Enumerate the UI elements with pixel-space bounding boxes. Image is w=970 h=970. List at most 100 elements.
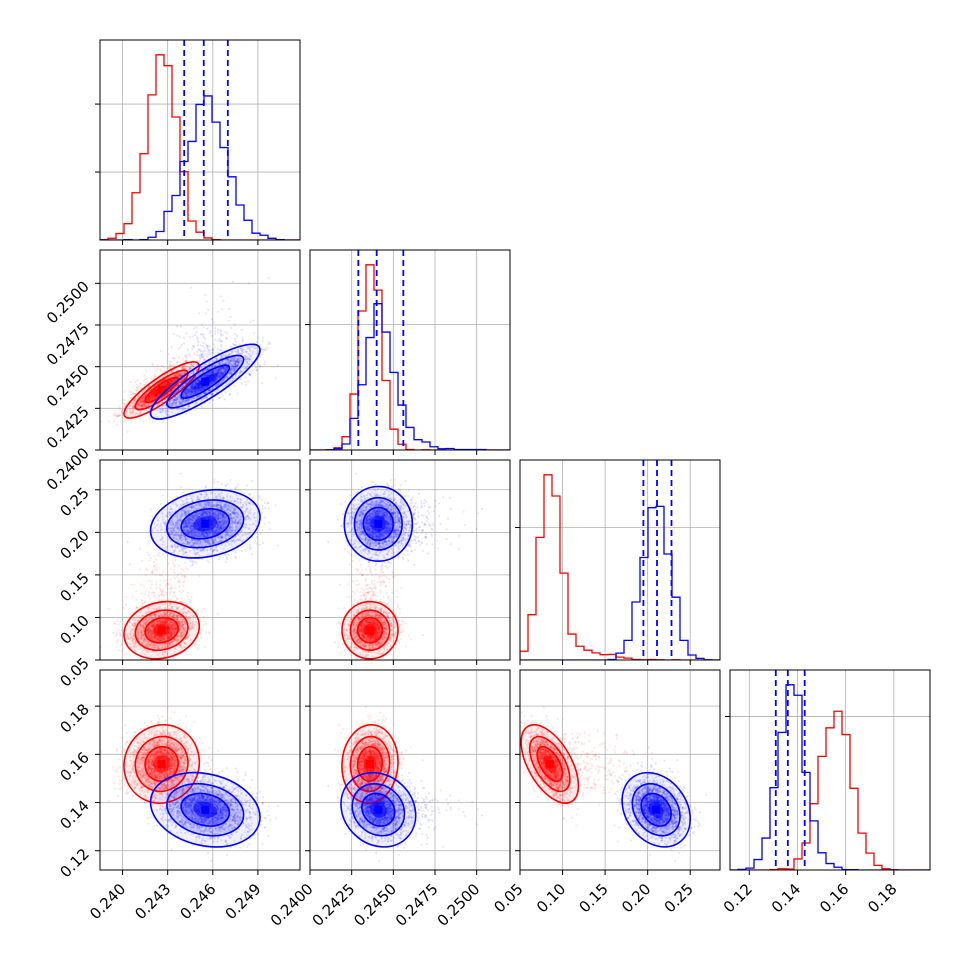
point <box>217 331 220 334</box>
point <box>181 367 184 370</box>
point <box>174 378 177 381</box>
point <box>152 390 156 393</box>
point <box>143 394 147 397</box>
point <box>168 381 171 384</box>
point <box>248 373 251 376</box>
point <box>134 412 137 415</box>
point <box>115 415 118 418</box>
point <box>147 397 151 400</box>
point <box>171 370 174 373</box>
point <box>149 396 152 399</box>
point <box>143 402 146 406</box>
point <box>148 395 151 398</box>
point <box>148 395 151 398</box>
point <box>181 358 184 361</box>
point <box>148 403 151 406</box>
point <box>131 410 134 413</box>
point <box>229 393 232 396</box>
point <box>117 414 120 417</box>
point <box>150 393 153 396</box>
point <box>177 348 180 351</box>
point <box>173 375 177 378</box>
point <box>149 395 152 398</box>
point <box>191 365 194 368</box>
point <box>126 430 129 433</box>
point <box>193 333 196 337</box>
point <box>129 410 132 414</box>
point <box>170 379 173 383</box>
point <box>133 419 137 422</box>
point <box>245 383 248 386</box>
point <box>200 406 203 409</box>
point <box>167 380 171 383</box>
point <box>182 365 185 368</box>
point <box>151 395 154 398</box>
point <box>139 383 142 386</box>
point <box>228 308 231 311</box>
point <box>178 372 181 375</box>
point <box>152 391 155 394</box>
point <box>142 398 145 401</box>
point <box>172 380 175 383</box>
point <box>123 399 126 402</box>
point <box>152 390 155 393</box>
point <box>121 398 124 401</box>
point <box>154 396 157 399</box>
point <box>139 405 142 408</box>
point <box>152 377 155 380</box>
point <box>179 374 182 377</box>
point <box>205 363 208 366</box>
point <box>166 381 169 384</box>
point <box>147 395 150 398</box>
point <box>151 392 154 395</box>
point <box>173 378 176 381</box>
point <box>145 404 148 407</box>
point <box>147 397 150 400</box>
point <box>191 335 194 338</box>
point <box>134 397 137 401</box>
point <box>149 395 152 398</box>
point <box>122 404 125 407</box>
point <box>155 387 158 390</box>
point <box>129 380 133 384</box>
point <box>151 397 154 400</box>
point <box>170 364 173 367</box>
point <box>151 396 154 399</box>
point <box>169 361 172 364</box>
point <box>137 402 140 405</box>
point <box>169 360 172 363</box>
point <box>171 380 174 383</box>
point <box>147 396 150 399</box>
point <box>173 397 176 400</box>
point <box>141 399 144 402</box>
point <box>168 376 171 379</box>
point <box>169 362 172 365</box>
point <box>150 396 153 399</box>
point <box>139 400 142 403</box>
point <box>182 342 185 345</box>
point <box>150 398 153 401</box>
point <box>172 380 176 383</box>
point <box>181 378 184 381</box>
point <box>146 399 149 402</box>
point <box>261 353 264 356</box>
point <box>205 327 209 330</box>
point <box>214 330 217 333</box>
point <box>193 327 196 330</box>
point <box>132 401 135 404</box>
point <box>150 392 153 395</box>
point <box>140 401 143 404</box>
point <box>133 393 136 396</box>
point <box>139 382 142 385</box>
point <box>131 405 135 408</box>
point <box>136 406 139 409</box>
point <box>170 380 173 383</box>
point <box>151 398 154 401</box>
point <box>267 276 270 279</box>
point <box>178 373 181 376</box>
point <box>136 405 139 408</box>
point <box>125 411 128 414</box>
point <box>214 326 217 330</box>
point <box>168 381 171 384</box>
